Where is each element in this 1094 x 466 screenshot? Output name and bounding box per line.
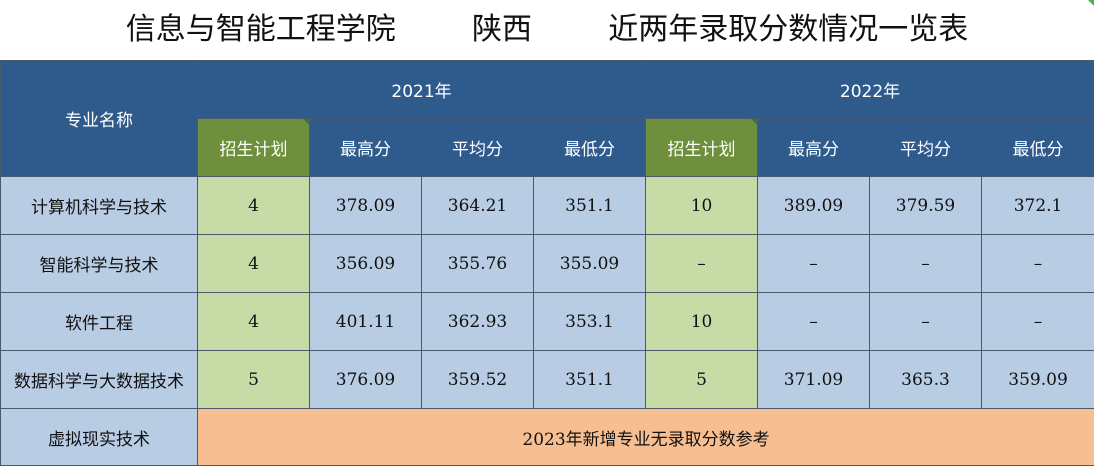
min-score-cell: 372.1 (981, 176, 1094, 235)
avg-score-cell: 355.76 (421, 234, 534, 293)
avg-score-cell: 364.21 (421, 176, 534, 235)
major-name-cell: 计算机科学与技术 (0, 176, 198, 235)
avg-score-cell: – (869, 292, 983, 351)
min-score-header-2022: 最低分 (981, 118, 1094, 177)
min-score-cell: 353.1 (532, 292, 647, 351)
table-row: 数据科学与大数据技术 5 376.09 359.52 351.1 5 371.0… (0, 350, 1094, 409)
major-name-cell: 软件工程 (0, 292, 198, 351)
enrollment-plan-header-2022: 招生计划 (645, 118, 759, 177)
min-score-cell: – (981, 292, 1094, 351)
min-score-cell: 355.09 (532, 234, 647, 293)
new-major-note: 2023年新增专业无录取分数参考 (196, 408, 1094, 466)
max-score-cell: – (757, 234, 871, 293)
table-row: 软件工程 4 401.11 362.93 353.1 10 – – – (0, 292, 1094, 351)
enrollment-plan-cell: – (645, 234, 759, 293)
max-score-cell: 389.09 (757, 176, 871, 235)
year-header-2021: 2021年 (196, 60, 647, 119)
min-score-cell: 351.1 (532, 176, 647, 235)
enrollment-plan-cell: 4 (197, 292, 310, 351)
avg-score-cell: 365.3 (869, 350, 983, 409)
min-score-cell: 359.09 (981, 350, 1094, 409)
cell-comment-marker (303, 119, 309, 125)
major-name-cell: 虚拟现实技术 (0, 408, 198, 466)
min-score-cell: 351.1 (532, 350, 647, 409)
max-score-header-2022: 最高分 (757, 118, 871, 177)
admission-scores-table: 专业名称 2021年 2022年 招生计划 最高分 平均分 最低分 招生计划 最… (0, 60, 1094, 466)
max-score-cell: 401.11 (309, 292, 422, 351)
enrollment-plan-cell: 4 (197, 234, 310, 293)
table-row: 虚拟现实技术 2023年新增专业无录取分数参考 (0, 408, 1094, 466)
enrollment-plan-cell: 10 (645, 292, 759, 351)
enrollment-plan-header-2021: 招生计划 (197, 118, 310, 177)
subheader-label: 招生计划 (219, 140, 288, 160)
page-title: 信息与智能工程学院 陕西 近两年录取分数情况一览表 (125, 12, 969, 47)
title-row: 信息与智能工程学院 陕西 近两年录取分数情况一览表 (0, 0, 1094, 61)
min-score-cell: – (981, 234, 1094, 293)
max-score-cell: 371.09 (757, 350, 871, 409)
cell-comment-marker (751, 119, 757, 125)
enrollment-plan-cell: 5 (197, 350, 310, 409)
table-row: 智能科学与技术 4 356.09 355.76 355.09 – – – – (0, 234, 1094, 293)
table-row: 计算机科学与技术 4 378.09 364.21 351.1 10 389.09… (0, 176, 1094, 235)
avg-score-header-2022: 平均分 (869, 118, 983, 177)
max-score-cell: 356.09 (309, 234, 422, 293)
major-name-cell: 智能科学与技术 (0, 234, 198, 293)
major-name-cell: 数据科学与大数据技术 (0, 350, 198, 409)
max-score-cell: 378.09 (309, 176, 422, 235)
subheader-label: 招生计划 (667, 140, 736, 160)
max-score-header-2021: 最高分 (309, 118, 422, 177)
avg-score-header-2021: 平均分 (421, 118, 534, 177)
avg-score-cell: 359.52 (421, 350, 534, 409)
header-row-metrics: 招生计划 最高分 平均分 最低分 招生计划 最高分 平均分 最低分 (1, 118, 1094, 177)
avg-score-cell: – (869, 234, 983, 293)
max-score-cell: – (757, 292, 871, 351)
avg-score-cell: 362.93 (421, 292, 534, 351)
min-score-header-2021: 最低分 (532, 118, 647, 177)
max-score-cell: 376.09 (309, 350, 422, 409)
major-name-header: 专业名称 (0, 60, 198, 177)
enrollment-plan-cell: 10 (645, 176, 759, 235)
cell-comment-marker (1088, 0, 1094, 6)
header-row-years: 专业名称 2021年 2022年 (0, 60, 1094, 177)
avg-score-cell: 379.59 (869, 176, 983, 235)
enrollment-plan-cell: 5 (645, 350, 759, 409)
year-header-2022: 2022年 (645, 60, 1094, 119)
enrollment-plan-cell: 4 (197, 176, 310, 235)
